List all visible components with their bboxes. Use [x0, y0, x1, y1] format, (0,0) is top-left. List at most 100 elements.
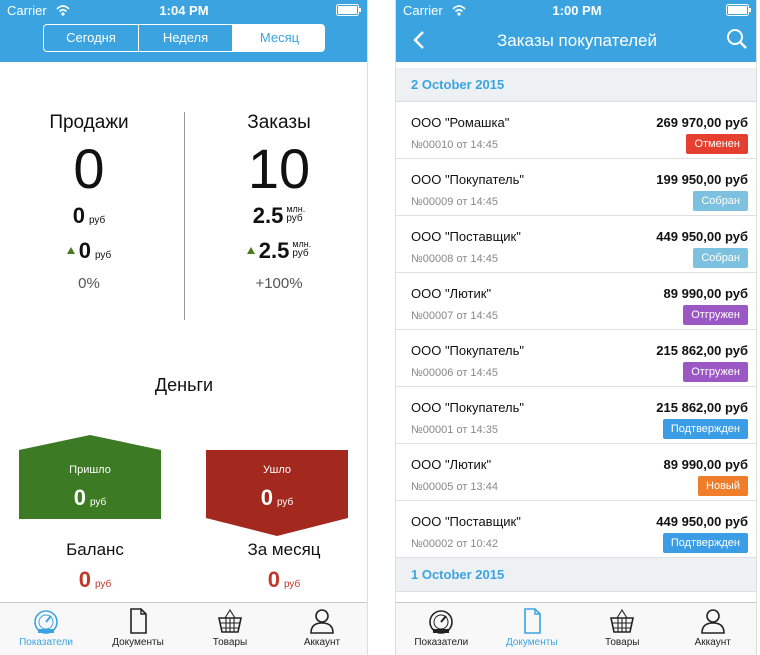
tab-icon-part: [612, 608, 633, 632]
stat-percent: 0%: [78, 275, 100, 292]
order-amount: 215 862,00 руб: [656, 343, 748, 358]
order-row[interactable]: ООО "Лютик" 89 990,00 руб №00005 от 13:44 Н…: [396, 444, 756, 501]
tab-icon-part: [140, 609, 146, 615]
order-row[interactable]: ООО "Поставщик" 449 950,00 руб №00008 от 1…: [396, 216, 756, 273]
amount: 0: [73, 485, 86, 510]
expense-box: [206, 450, 348, 536]
customer: ООО "Покупатель": [411, 172, 525, 187]
tab[interactable]: Показатели: [0, 603, 92, 655]
tab-label: Показатели: [414, 637, 469, 648]
segment[interactable]: Сегодня: [66, 30, 116, 45]
time: 1:04 PM: [159, 3, 209, 18]
tab-icon: [429, 610, 454, 634]
tab-icon: [130, 608, 147, 634]
tab-icon-part: [523, 608, 541, 634]
unit: руб: [286, 213, 303, 224]
unit: руб: [283, 579, 301, 590]
status-badge: Собран: [693, 191, 748, 211]
stat-count: 0: [73, 137, 105, 200]
amount-row: 0 руб: [0, 567, 195, 593]
section-date: 1 October 2015: [411, 567, 505, 582]
back-button-part: [413, 31, 424, 49]
tab[interactable]: Показатели: [396, 603, 487, 655]
order-number: №00006 от 14:45: [411, 367, 498, 379]
tab-label: Показатели: [19, 637, 73, 648]
divider: [184, 112, 185, 320]
back-button: [413, 31, 424, 49]
tab-icon: [700, 609, 725, 634]
scale: млн.: [292, 239, 312, 249]
amount: 0: [267, 567, 280, 592]
section-header: 2 October 2015: [396, 68, 756, 102]
wifi-icon-part: [56, 5, 70, 13]
customer: ООО "Покупатель": [411, 400, 525, 415]
tab-label: Аккаунт: [303, 637, 341, 648]
carrier: Carrier: [403, 3, 443, 18]
amount: 0: [78, 567, 91, 592]
wifi-icon-part: [61, 12, 65, 16]
order-number: №00001 от 14:35: [411, 424, 498, 436]
customer: ООО "Поставщик": [411, 514, 521, 529]
wifi-icon: [56, 5, 70, 16]
amount-row: 0 руб: [0, 238, 189, 264]
battery-icon-part: [359, 8, 361, 12]
tab-icon-part: [220, 608, 240, 632]
segment[interactable]: Неделя: [138, 25, 232, 51]
battery-icon: [726, 4, 751, 16]
box-label: Пришло: [69, 464, 111, 476]
segment[interactable]: Месяц: [232, 25, 324, 51]
up-triangle: [66, 247, 75, 254]
order-amount: 449 950,00 руб: [656, 514, 748, 529]
tab[interactable]: Документы: [92, 603, 184, 655]
status-badge: Отгружен: [683, 305, 748, 325]
order-amount: 269 970,00 руб: [656, 115, 748, 130]
tab-bar: Показатели Документы Товары Аккаунт: [0, 602, 367, 655]
order-row[interactable]: ООО "Поставщик" 449 950,00 руб №00002 от 1…: [396, 501, 756, 558]
tab[interactable]: Аккаунт: [276, 603, 367, 655]
wifi-icon-part: [452, 5, 466, 13]
income-box: [19, 435, 161, 519]
status-badge: Собран: [693, 248, 748, 268]
battery-icon-part: [728, 6, 747, 14]
tab-icon-part: [315, 609, 329, 623]
tab[interactable]: Товары: [184, 603, 276, 655]
amount-row: 0 руб: [177, 485, 367, 511]
amount: 2.5: [252, 203, 284, 228]
stat-title: Продажи: [49, 112, 129, 133]
section-header: 1 October 2015: [396, 558, 756, 592]
battery-icon: [336, 4, 361, 16]
customer: ООО "Лютик": [411, 286, 492, 301]
tab-label: Товары: [605, 637, 640, 648]
status-badge: Подтвержден: [662, 419, 748, 439]
time: 1:00 PM: [552, 3, 602, 18]
battery-icon-part: [726, 4, 749, 16]
section-date: 2 October 2015: [411, 77, 505, 92]
status-badge: Отгружен: [683, 362, 748, 382]
tab-icon: [610, 608, 635, 633]
money-title: Деньги: [154, 375, 214, 395]
order-row[interactable]: ООО "Покупатель" 215 862,00 руб №00001 от …: [396, 387, 756, 444]
order-row[interactable]: ООО "Лютик" 89 990,00 руб №00007 от 14:45 О…: [396, 273, 756, 330]
unit-stack: млн. руб: [292, 239, 312, 259]
order-row[interactable]: ООО "Покупатель" 199 950,00 руб №00009 от …: [396, 159, 756, 216]
income-box-part: [19, 435, 161, 519]
wifi-icon: [452, 5, 466, 16]
tab[interactable]: Аккаунт: [668, 603, 757, 655]
order-row[interactable]: ООО "Ромашка" 269 970,00 руб №00010 от 14:…: [396, 102, 756, 159]
stat-title: Заказы: [247, 112, 311, 133]
summary-label: За месяц: [247, 540, 321, 559]
carrier: Carrier: [7, 3, 47, 18]
search-button-part: [727, 29, 743, 45]
tab[interactable]: Документы: [487, 603, 578, 655]
tab-icon: [523, 608, 541, 634]
order-row[interactable]: ООО "Покупатель" 215 862,00 руб №00006 от …: [396, 330, 756, 387]
tab-icon-part: [700, 622, 725, 634]
tab-label: Документы: [505, 637, 558, 648]
unit: руб: [94, 250, 112, 261]
tab-icon-part: [534, 609, 540, 615]
order-amount: 449 950,00 руб: [656, 229, 748, 244]
amount: 0: [72, 203, 85, 228]
tab-bar: Показатели Документы Товары Аккаунт: [396, 602, 757, 655]
tab[interactable]: Товары: [577, 603, 668, 655]
